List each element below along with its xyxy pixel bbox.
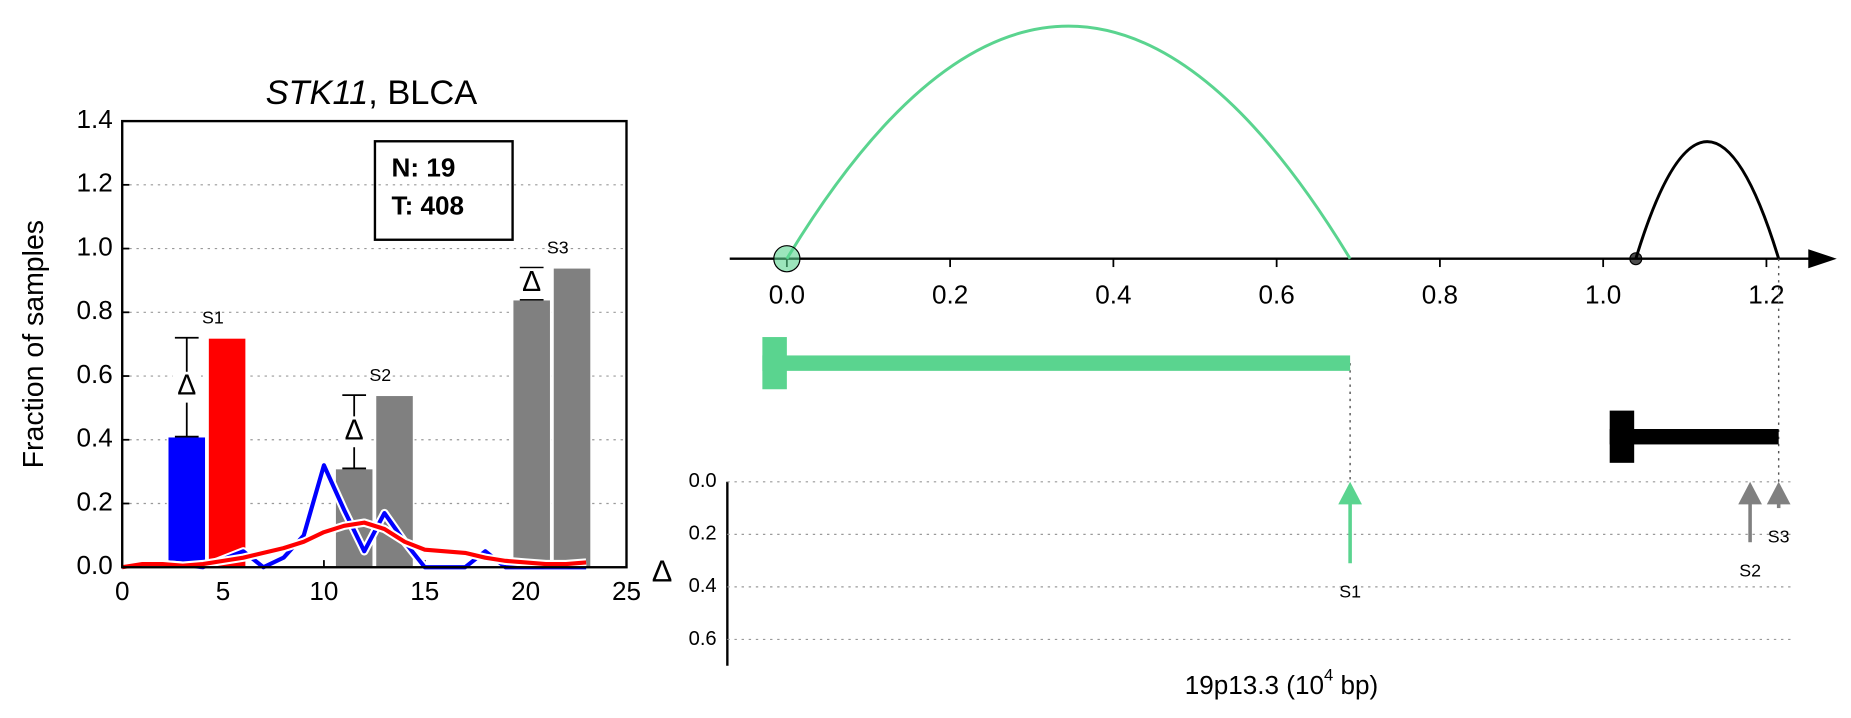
delta-arrow-label: S3 [1768,526,1790,546]
arc [1634,140,1781,260]
x-axis-label: 19p13.3 (104 bp) [1185,666,1379,700]
x-tick-label: 5 [216,576,231,606]
delta-bg [339,416,369,448]
group-label: S1 [202,308,224,328]
x-tick-label: 15 [410,576,439,606]
x-axis-label-exponent: 4 [1324,666,1333,685]
y-tick-label: 0.8 [76,295,112,325]
x-axis-label-main: 19p13.3 (10 [1185,670,1324,700]
y-tick-label: 0.0 [689,470,717,492]
y-tick-label: 0.2 [76,486,112,516]
y-tick-label: 0.4 [76,423,112,453]
bar [511,298,552,569]
y-tick-label: 0.2 [689,523,717,545]
axis-arrowhead [1808,249,1837,269]
chart-title: STK11, BLCA [266,74,478,112]
bar [207,336,248,569]
x-tick-label: 0.0 [769,280,805,310]
delta-arrow-label: S1 [1339,582,1361,602]
y-tick-label: 0.0 [76,550,112,580]
bar [166,435,207,569]
y-tick-label: 1.0 [76,231,112,261]
x-tick-label: 20 [511,576,540,606]
delta-axis-label: Δ [652,553,673,588]
x-tick-label: 1.0 [1585,280,1621,310]
x-axis-label-unit: bp) [1333,670,1378,700]
annotation-t: T: 408 [392,191,465,221]
y-axis-label: Fraction of samples [18,220,50,468]
arc-start [773,245,801,273]
annotation-n: N: 19 [392,153,456,183]
gene-start-block [1609,410,1635,463]
arc-start [1629,252,1643,266]
x-tick-label: 0.6 [1259,280,1295,310]
x-tick-label: 0.2 [932,280,968,310]
x-tick-label: 0.4 [1095,280,1131,310]
title-gene: STK11 [266,74,369,112]
gene-body [762,355,1351,371]
y-tick-label: 1.2 [76,168,112,198]
annotation-box [373,140,514,241]
delta-symbol: Δ [177,370,196,402]
delta-bg [172,371,201,403]
title-cohort: , BLCA [368,74,477,112]
arc [785,24,1352,260]
delta-bg [517,268,546,300]
y-tick-label: 0.6 [689,628,717,650]
gene-body [1609,429,1779,445]
delta-arrow-head [1766,481,1791,505]
delta-arrow-label: S2 [1739,561,1761,581]
x-tick-label: 0 [115,576,130,606]
y-tick-label: 0.6 [76,359,112,389]
y-tick-label: 1.4 [76,104,112,134]
x-tick-label: 25 [612,576,641,606]
group-label: S2 [369,365,391,385]
delta-arrow-head [1338,481,1362,505]
group-label: S3 [547,237,569,257]
y-tick-label: 0.4 [689,575,717,597]
delta-arrow-head [1738,481,1762,505]
delta-symbol: Δ [522,266,541,298]
line [121,520,587,570]
plot-frame [121,119,628,569]
bar [551,266,593,569]
gene-start-block [762,337,787,390]
delta-symbol: Δ [345,414,364,446]
x-tick-label: 0.8 [1422,280,1458,310]
x-tick-label: 10 [309,576,338,606]
